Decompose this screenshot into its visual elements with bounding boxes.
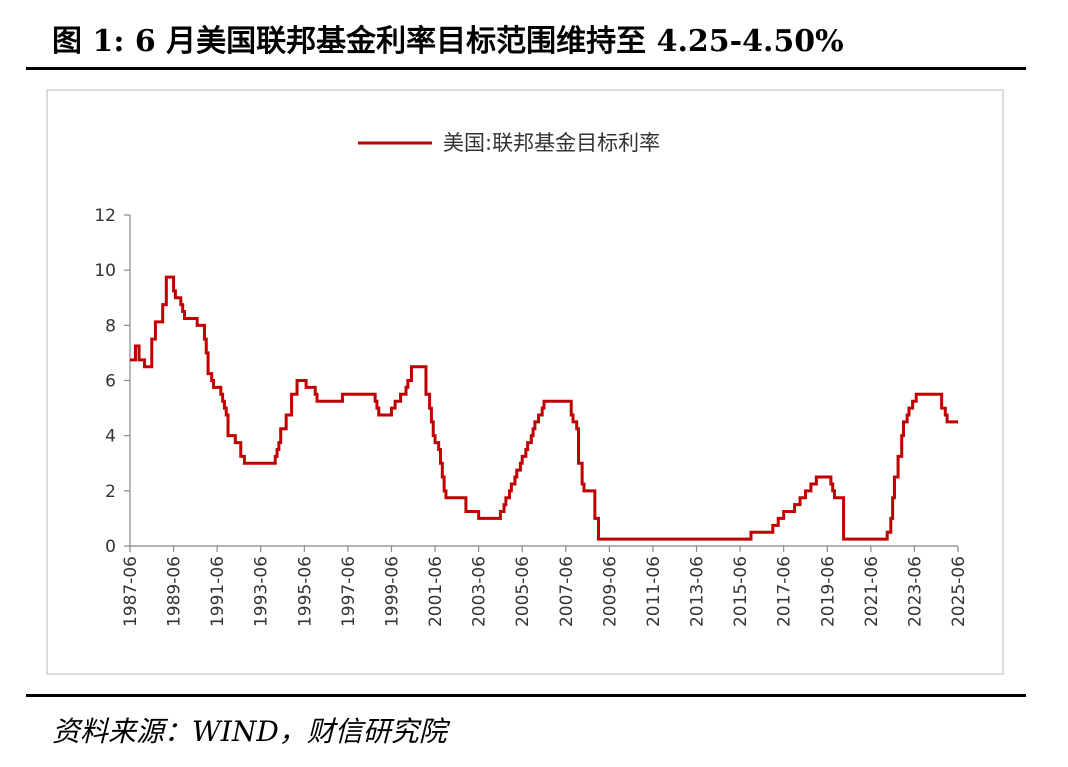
top-rule xyxy=(26,67,1026,70)
x-tick-label: 1999-06 xyxy=(382,556,402,627)
x-tick-label: 2009-06 xyxy=(600,556,620,627)
x-tick-label: 1991-06 xyxy=(208,556,228,627)
chart-frame xyxy=(46,89,1004,675)
legend-label: 美国:联邦基金目标利率 xyxy=(443,131,660,155)
figure-title: 图 1: 6 月美国联邦基金利率目标范围维持至 4.25-4.50% xyxy=(52,24,844,59)
x-tick-label: 2025-06 xyxy=(949,556,969,627)
x-tick-label: 2015-06 xyxy=(731,556,751,627)
series-line xyxy=(130,275,958,541)
x-tick-label: 1995-06 xyxy=(295,556,315,627)
x-tick-label: 1993-06 xyxy=(252,556,272,627)
x-tick-label: 2001-06 xyxy=(426,556,446,627)
y-tick-label: 4 xyxy=(105,427,116,447)
x-tick-label: 1987-06 xyxy=(121,556,141,627)
x-tick-label: 1997-06 xyxy=(339,556,359,627)
y-tick-label: 2 xyxy=(105,482,116,502)
x-tick-label: 2017-06 xyxy=(775,556,795,627)
y-tick-label: 10 xyxy=(94,261,116,281)
bottom-rule xyxy=(26,694,1026,697)
x-tick-label: 2019-06 xyxy=(818,556,838,627)
x-tick-label: 2003-06 xyxy=(470,556,490,627)
x-tick-label: 2023-06 xyxy=(905,556,925,627)
x-tick-label: 2021-06 xyxy=(862,556,882,627)
x-tick-label: 2005-06 xyxy=(513,556,533,627)
x-tick-label: 1989-06 xyxy=(165,556,185,627)
y-tick-label: 12 xyxy=(94,206,116,226)
x-tick-label: 2007-06 xyxy=(557,556,577,627)
x-tick-label: 2011-06 xyxy=(644,556,664,627)
source-note: 资料来源：WIND，财信研究院 xyxy=(52,715,447,748)
y-tick-label: 6 xyxy=(105,372,116,392)
y-tick-label: 8 xyxy=(105,316,116,336)
y-tick-label: 0 xyxy=(105,537,116,557)
x-tick-label: 2013-06 xyxy=(688,556,708,627)
